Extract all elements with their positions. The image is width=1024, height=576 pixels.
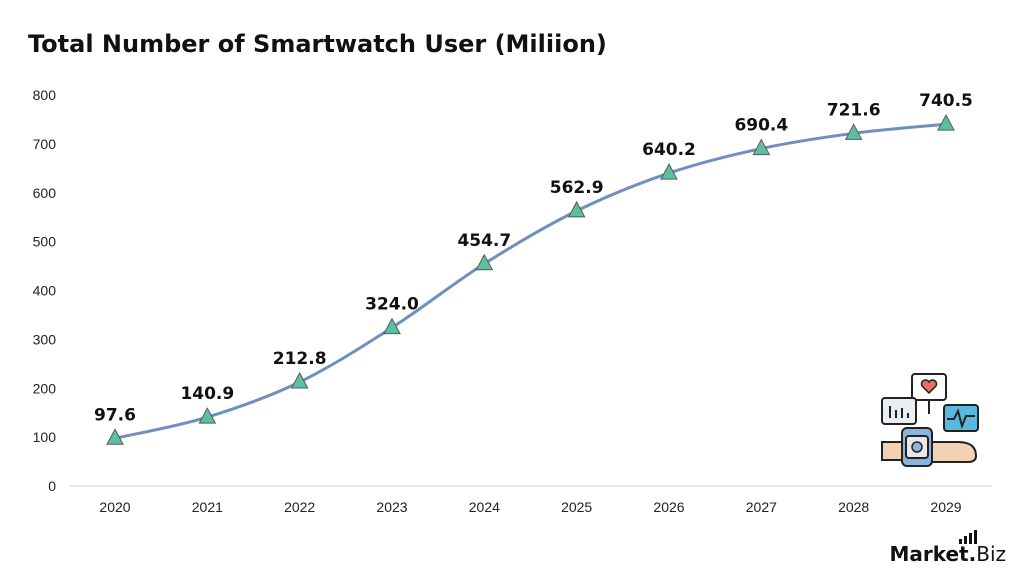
- brand-suffix: Biz: [976, 542, 1006, 566]
- x-tick-label: 2025: [561, 499, 592, 515]
- y-tick-label: 100: [33, 429, 57, 445]
- data-point-marker: [660, 163, 678, 180]
- series-markers: [106, 114, 955, 445]
- data-label: 212.8: [273, 349, 327, 369]
- data-point-marker: [844, 123, 863, 140]
- series-line: [114, 122, 947, 440]
- y-tick-label: 700: [33, 136, 57, 152]
- y-axis-ticks: 0 100 200 300 400 500 600 700 800: [33, 87, 57, 494]
- data-labels: 97.6 140.9 212.8 324.0 454.7 562.9 640.2 690.4 7…: [94, 91, 973, 425]
- x-tick-label: 2024: [469, 499, 500, 515]
- data-label: 640.2: [642, 140, 696, 160]
- y-tick-label: 600: [33, 185, 57, 201]
- x-tick-label: 2022: [284, 499, 315, 515]
- data-label: 140.9: [180, 384, 234, 404]
- x-tick-label: 2020: [99, 499, 130, 515]
- data-label: 690.4: [734, 116, 788, 136]
- data-point-marker: [106, 428, 124, 445]
- x-tick-label: 2028: [838, 499, 869, 515]
- data-label: 740.5: [919, 91, 973, 111]
- x-tick-label: 2026: [653, 499, 684, 515]
- x-tick-label: 2027: [746, 499, 777, 515]
- data-point-marker: [937, 114, 955, 131]
- data-point-marker: [383, 317, 401, 335]
- data-label: 454.7: [457, 231, 511, 251]
- y-tick-label: 500: [33, 234, 57, 250]
- brand-logo: Market.Biz: [889, 542, 1006, 566]
- data-point-marker: [752, 138, 771, 156]
- data-label: 721.6: [827, 100, 881, 120]
- data-point-marker: [290, 371, 309, 389]
- data-label: 562.9: [550, 178, 604, 198]
- data-point-marker: [198, 407, 217, 424]
- x-tick-label: 2023: [376, 499, 407, 515]
- y-tick-label: 800: [33, 87, 57, 103]
- x-axis-ticks: 2020 2021 2022 2023 2024 2025 2026 2027 2028 2029: [99, 499, 961, 515]
- brand-name: Market: [889, 542, 969, 566]
- y-tick-label: 0: [48, 478, 56, 494]
- chart-title: Total Number of Smartwatch User (Miliion…: [28, 30, 607, 58]
- data-point-marker: [567, 200, 586, 218]
- y-tick-label: 300: [33, 331, 57, 347]
- brand-bars-icon: [959, 530, 977, 544]
- data-point-marker: [475, 253, 494, 271]
- data-label: 97.6: [94, 405, 136, 425]
- brand-dot: .: [968, 542, 977, 566]
- x-tick-label: 2021: [192, 499, 223, 515]
- data-label: 324.0: [365, 295, 419, 315]
- smartwatch-health-monitor-icon: [881, 373, 979, 467]
- x-tick-label: 2029: [930, 499, 961, 515]
- y-tick-label: 400: [33, 283, 57, 299]
- y-tick-label: 200: [33, 380, 57, 396]
